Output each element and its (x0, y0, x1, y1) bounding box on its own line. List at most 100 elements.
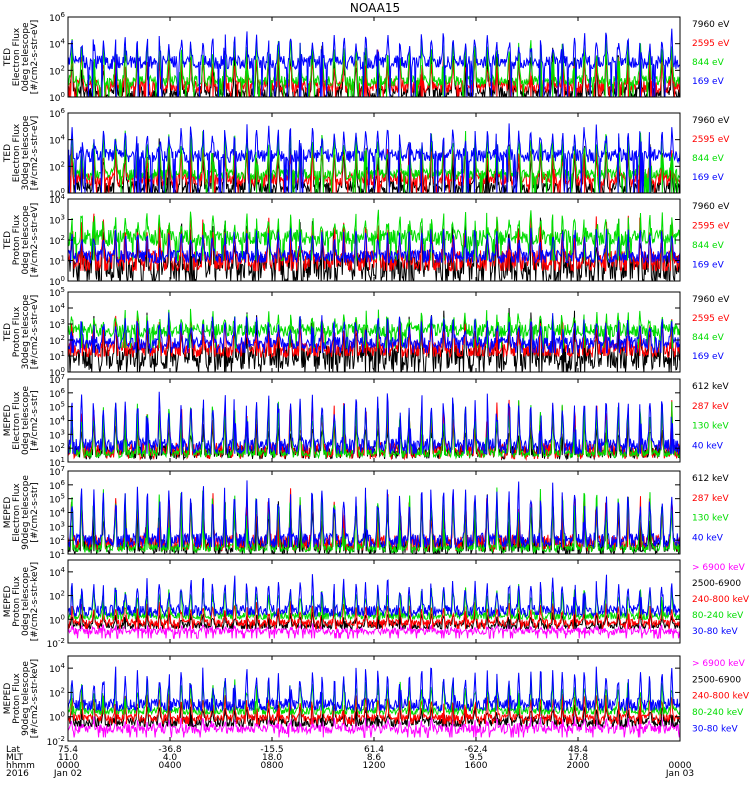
y-tick-label: 106 (49, 107, 65, 120)
legend-entry: 40 keV (692, 533, 724, 543)
y-axis-label-line: Proton Flux (12, 576, 22, 627)
y-tick-label: 101 (49, 255, 65, 268)
x-row-label: Lat (6, 745, 21, 755)
y-tick-exponent: 7 (61, 465, 65, 473)
y-tick-exponent: 2 (61, 442, 65, 450)
y-tick-label: 102 (49, 160, 65, 173)
legend-entry: 130 keV (692, 422, 729, 432)
y-tick-exponent: 5 (61, 401, 65, 409)
y-tick-exponent: 4 (61, 134, 66, 142)
series-line-169-ev (68, 123, 680, 193)
y-axis-label-line: Electron Flux (12, 123, 22, 182)
y-tick-label: 104 (49, 302, 65, 315)
x-row-label: 2016 (6, 769, 29, 779)
y-tick-exponent: 6 (61, 479, 66, 487)
x-tick-hhmm: 1600 (465, 761, 488, 771)
y-axis-label-line: MEPED (3, 683, 13, 715)
y-tick-label: 101 (49, 548, 65, 561)
legend-entry: 2595 eV (692, 314, 730, 324)
y-axis-label-line: Electron Flux (12, 483, 22, 542)
y-axis-label-line: [#/cm2-s-str-eV] (30, 203, 40, 278)
y-axis-label-line: Proton Flux (12, 214, 22, 265)
y-tick-exponent: 2 (61, 64, 65, 72)
y-axis-label: TEDElectron Flux30deg telescope[#/cm2-s-… (3, 115, 40, 190)
series-line-240-800-kev (68, 600, 680, 630)
legend-entry: 612 keV (692, 474, 729, 484)
y-tick-label: 106 (49, 479, 65, 492)
series-line-844-ev (68, 38, 680, 97)
series-line-40-kev (68, 391, 680, 456)
series-line-169-ev (68, 28, 680, 97)
y-axis-label: MEPEDProton Flux0deg telescope[#/cm2-s-s… (3, 562, 40, 641)
y-tick-label: 104 (49, 38, 65, 51)
legend-entry: 7960 eV (692, 295, 730, 305)
y-axis-label-line: Electron Flux (12, 391, 22, 450)
y-axis-label-line: TED (3, 48, 13, 67)
y-tick-exponent: 4 (61, 662, 66, 670)
y-axis-label-line: [#/cm2-s-str-eV] (30, 295, 40, 370)
y-axis-label-line: [#/cm2-s-str-eV] (30, 116, 40, 191)
panel-1: 100 102 104 106 TEDElectron Flux0deg telesco… (3, 11, 730, 104)
panel-data (68, 574, 680, 639)
y-tick-exponent: 1 (61, 350, 65, 358)
y-tick-exponent: 7 (61, 373, 65, 381)
series-line-30-80-kev (68, 574, 680, 619)
y-axis-label: TEDElectron Flux0deg telescope[#/cm2-s-s… (3, 20, 40, 95)
legend-entry: 30-80 keV (692, 627, 738, 637)
y-tick-label: 102 (49, 64, 65, 77)
y-tick-label: 102 (49, 590, 65, 603)
y-axis-label-line: TED (3, 144, 13, 163)
x-tick-lat: -62.4 (464, 745, 488, 755)
y-axis-label-line: MEPED (3, 586, 13, 618)
legend-entry: 2595 eV (692, 222, 730, 232)
y-tick-exponent: 3 (61, 318, 65, 326)
x-row-label: hhmm (6, 761, 35, 771)
legend-entry: 287 keV (692, 402, 729, 412)
legend-entry: 240-800 keV (692, 595, 750, 605)
x-tick-hhmm: 0400 (159, 761, 182, 771)
y-tick-label: 103 (49, 520, 65, 533)
legend-entry: 2500-6900 (692, 579, 741, 589)
series-line-2595-ev (68, 315, 680, 359)
y-tick-exponent: 6 (61, 387, 66, 395)
y-axis-label-line: 90deg telescope (21, 475, 31, 550)
y-tick-exponent: 1 (61, 548, 65, 556)
y-axis-label: MEPEDProton Flux90deg telescope[#/cm2-s-… (3, 659, 40, 738)
y-axis-label-line: 0deg telescope (21, 22, 31, 92)
panel-data (68, 480, 680, 554)
y-tick-label: 104 (49, 415, 65, 428)
legend-entry: 2595 eV (692, 135, 730, 145)
y-tick-label: 100 (49, 613, 65, 626)
y-tick-exponent: 4 (61, 193, 66, 201)
y-axis-label: TEDProton Flux30deg telescope[#/cm2-s-st… (3, 294, 40, 369)
x-tick-date: Jan 02 (53, 769, 82, 779)
legend-entry: 844 eV (692, 58, 725, 68)
y-axis-label-line: [#/cm2-s-str-keV] (30, 562, 40, 641)
y-tick-label: 106 (49, 387, 65, 400)
legend-entry: 130 keV (692, 514, 729, 524)
legend-entry: > 6900 keV (692, 659, 746, 669)
legend-entry: > 6900 keV (692, 563, 746, 573)
y-tick-exponent: 0 (61, 711, 65, 719)
x-tick-lat: 61.4 (364, 745, 384, 755)
panel-data (68, 209, 680, 281)
y-tick-exponent: 4 (61, 415, 66, 423)
y-axis-label-line: MEPED (3, 405, 13, 437)
y-tick-exponent: 3 (61, 428, 65, 436)
legend-entry: 844 eV (692, 241, 725, 251)
y-tick-exponent: 3 (61, 520, 65, 528)
x-row-label: MLT (6, 753, 24, 763)
y-tick-label: 102 (49, 686, 65, 699)
y-tick-label: 102 (49, 234, 65, 247)
y-tick-exponent: 5 (61, 286, 65, 294)
y-tick-exponent: 0 (61, 91, 65, 99)
y-tick-label: 106 (49, 11, 65, 24)
y-tick-label: 105 (49, 401, 65, 414)
y-tick-exponent: 1 (61, 255, 65, 263)
